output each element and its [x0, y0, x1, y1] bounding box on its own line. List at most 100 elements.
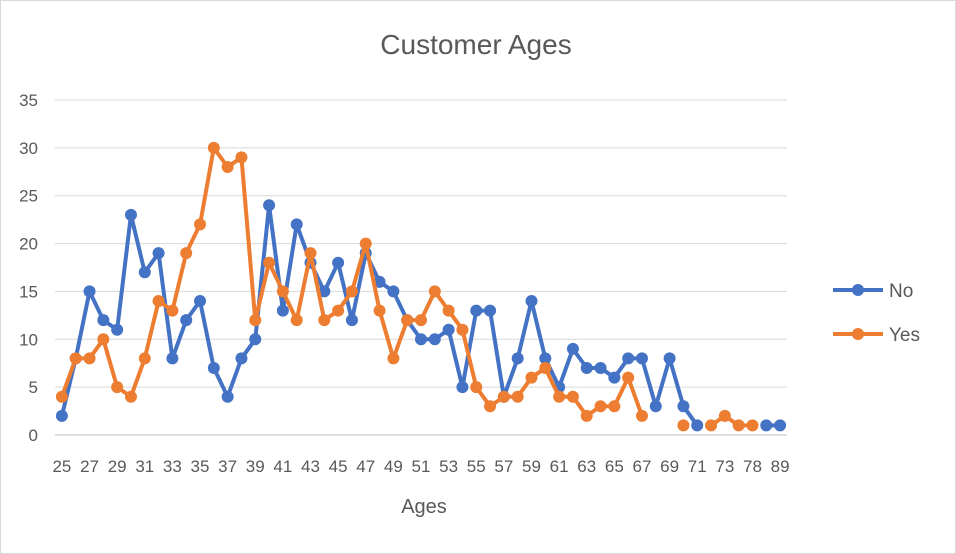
x-tick-label: 89	[771, 457, 790, 476]
data-point	[511, 352, 524, 365]
data-point	[470, 381, 483, 394]
x-tick-label: 35	[191, 457, 210, 476]
data-point	[166, 304, 179, 317]
data-point	[332, 304, 345, 317]
data-point	[442, 323, 455, 336]
data-point	[732, 419, 745, 432]
data-point	[594, 362, 607, 374]
y-tick-label: 25	[19, 187, 38, 206]
data-point	[249, 333, 262, 346]
x-tick-label: 65	[605, 457, 624, 476]
data-point	[152, 295, 165, 307]
x-tick-label: 57	[494, 457, 513, 476]
y-tick-label: 10	[19, 330, 38, 349]
data-point	[111, 323, 124, 336]
data-point	[221, 161, 234, 173]
y-tick-label: 15	[19, 282, 38, 301]
series-no	[55, 199, 787, 432]
data-point	[235, 352, 248, 365]
data-point	[304, 247, 317, 260]
data-point	[69, 352, 82, 365]
data-point	[124, 390, 137, 403]
x-tick-label: 43	[301, 457, 320, 476]
x-tick-label: 53	[439, 457, 458, 476]
data-point	[180, 314, 193, 327]
data-point	[166, 352, 179, 365]
data-point	[663, 352, 676, 365]
x-tick-label: 31	[135, 457, 154, 476]
data-point	[622, 371, 635, 384]
x-tick-label: 37	[218, 457, 237, 476]
x-tick-label: 41	[273, 457, 292, 476]
x-tick-label: 67	[633, 457, 652, 476]
chart-title: Customer Ages	[380, 29, 571, 60]
gridlines	[55, 99, 787, 436]
data-point	[677, 419, 690, 432]
y-tick-label: 20	[19, 235, 38, 254]
data-point	[263, 256, 276, 269]
data-point	[774, 419, 787, 432]
data-point	[580, 409, 593, 422]
x-tick-label: 45	[329, 457, 348, 476]
legend-label: No	[889, 281, 913, 302]
data-point	[456, 381, 469, 394]
x-tick-label: 78	[743, 457, 762, 476]
data-point	[276, 285, 289, 298]
data-point	[677, 400, 690, 413]
y-tick-label: 5	[29, 378, 38, 397]
legend-item-no: No	[833, 281, 913, 302]
data-point	[539, 352, 552, 365]
data-point	[276, 304, 289, 317]
data-point	[649, 400, 662, 413]
x-tick-label: 27	[80, 457, 99, 476]
data-point	[83, 352, 96, 365]
data-point	[497, 390, 510, 403]
x-axis-label: Ages	[401, 496, 447, 518]
data-point	[470, 304, 483, 317]
data-point	[290, 314, 303, 327]
x-tick-label: 29	[108, 457, 127, 476]
data-point	[415, 333, 427, 346]
data-point	[249, 314, 262, 327]
data-point	[608, 400, 621, 413]
legend-label: Yes	[889, 325, 920, 346]
data-point	[207, 141, 220, 154]
x-tick-label: 59	[522, 457, 541, 476]
data-point	[442, 304, 455, 317]
x-tick-label: 69	[660, 457, 679, 476]
series-yes	[55, 141, 759, 432]
data-point	[83, 285, 96, 298]
y-tick-label: 0	[29, 426, 38, 445]
data-point	[55, 409, 68, 422]
data-point	[760, 419, 773, 432]
data-point	[55, 390, 68, 403]
x-tick-label: 63	[577, 457, 596, 476]
data-point	[345, 314, 358, 327]
data-point	[373, 275, 386, 288]
data-point	[511, 390, 524, 403]
data-point	[428, 285, 441, 298]
data-point	[525, 295, 538, 307]
data-point	[180, 247, 193, 260]
data-point	[428, 333, 441, 346]
data-point	[207, 362, 220, 374]
x-tick-label: 71	[688, 457, 707, 476]
data-point	[580, 362, 593, 374]
data-point	[608, 371, 621, 384]
data-point	[456, 323, 469, 336]
data-point	[594, 400, 607, 413]
x-tick-label: 49	[384, 457, 403, 476]
x-tick-label: 55	[467, 457, 486, 476]
data-point	[415, 314, 427, 327]
data-point	[484, 400, 497, 413]
y-tick-label: 35	[19, 91, 38, 110]
data-point	[553, 390, 566, 403]
x-axis-ticks: 25 27 29 31 33 35 37 39 41 43 45 47 49 51 53 55 57 59 61 63…	[52, 457, 789, 476]
data-point	[622, 352, 635, 365]
data-point	[138, 352, 151, 365]
x-tick-label: 51	[412, 457, 431, 476]
y-tick-label: 30	[19, 139, 38, 158]
data-point	[566, 342, 579, 355]
